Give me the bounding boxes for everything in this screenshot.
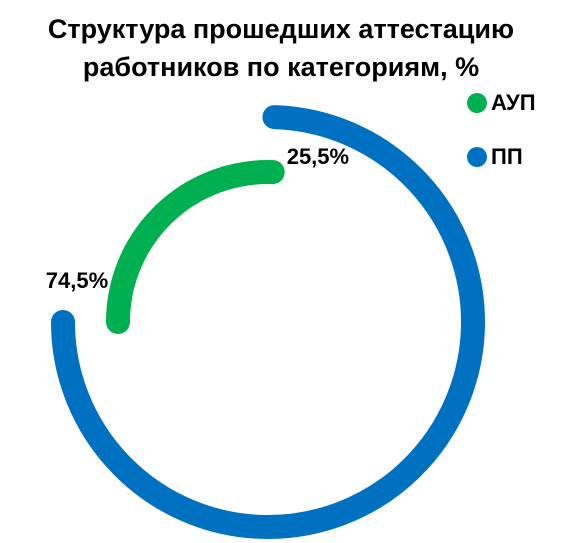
arc [106,160,285,334]
legend-marker [467,147,487,167]
value-label: 25,5% [287,144,349,169]
legend-label: АУП [491,90,536,115]
arc [51,105,485,539]
legend-label: ПП [491,144,523,169]
value-label: 74,5% [46,268,108,293]
chart-title: Структура прошедших аттестацию работнико… [47,14,515,82]
legend-marker [467,93,487,113]
